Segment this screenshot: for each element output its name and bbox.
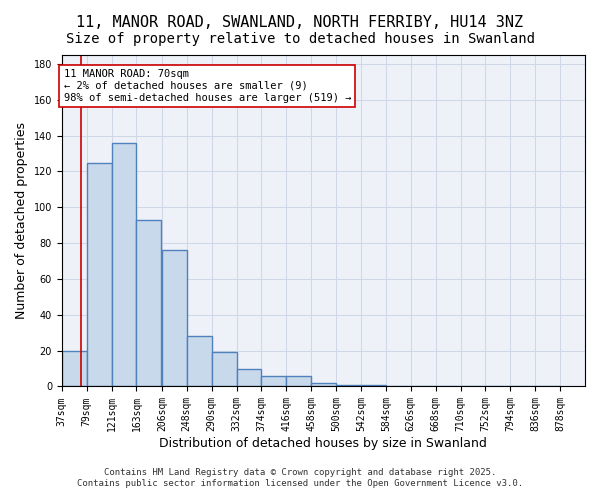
Text: 11, MANOR ROAD, SWANLAND, NORTH FERRIBY, HU14 3NZ: 11, MANOR ROAD, SWANLAND, NORTH FERRIBY,… xyxy=(76,15,524,30)
Bar xyxy=(336,384,361,386)
Bar xyxy=(236,368,262,386)
X-axis label: Distribution of detached houses by size in Swanland: Distribution of detached houses by size … xyxy=(160,437,487,450)
Text: 11 MANOR ROAD: 70sqm
← 2% of detached houses are smaller (9)
98% of semi-detache: 11 MANOR ROAD: 70sqm ← 2% of detached ho… xyxy=(64,70,351,102)
Bar xyxy=(262,376,286,386)
Bar xyxy=(361,384,386,386)
Bar xyxy=(212,352,236,386)
Y-axis label: Number of detached properties: Number of detached properties xyxy=(15,122,28,319)
Bar xyxy=(162,250,187,386)
Bar xyxy=(286,376,311,386)
Bar xyxy=(311,383,336,386)
Bar xyxy=(112,143,136,386)
Bar xyxy=(62,350,86,386)
Bar xyxy=(187,336,212,386)
Bar xyxy=(86,162,112,386)
Text: Size of property relative to detached houses in Swanland: Size of property relative to detached ho… xyxy=(65,32,535,46)
Bar xyxy=(136,220,161,386)
Text: Contains HM Land Registry data © Crown copyright and database right 2025.
Contai: Contains HM Land Registry data © Crown c… xyxy=(77,468,523,487)
